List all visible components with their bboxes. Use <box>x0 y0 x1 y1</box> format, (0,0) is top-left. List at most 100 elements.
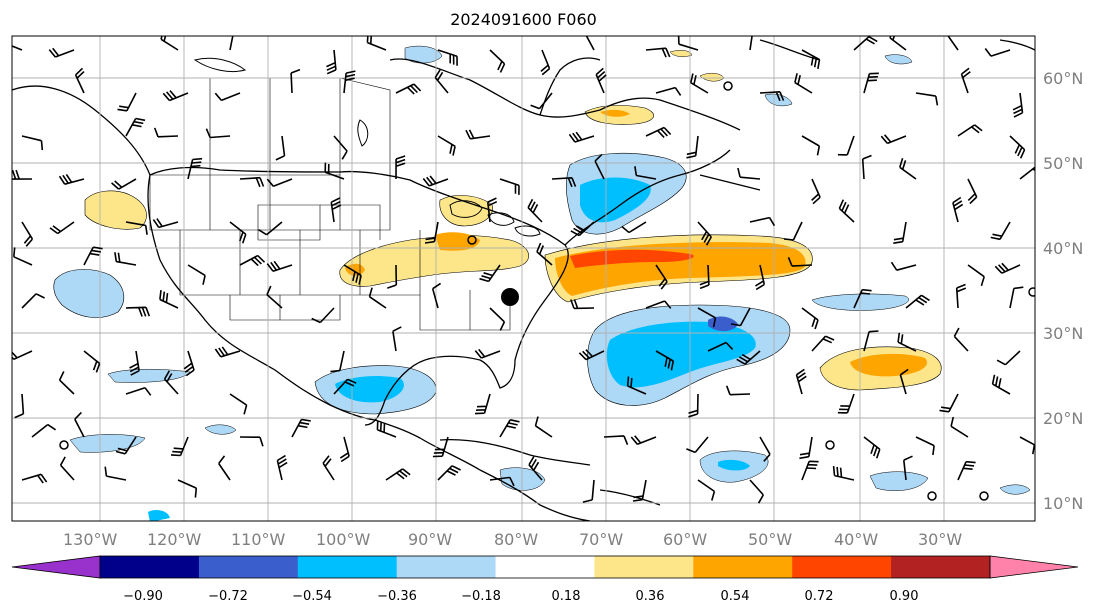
wind-barb <box>551 177 577 188</box>
wind-barb <box>115 436 137 455</box>
wind-barb <box>594 153 605 180</box>
wind-barb <box>229 36 234 51</box>
wind-barb <box>153 127 179 138</box>
wind-barb <box>333 378 357 395</box>
graticule <box>12 36 1035 521</box>
colorbar-segment <box>891 556 991 578</box>
wind-barb <box>229 393 248 415</box>
wind-barb <box>899 368 909 395</box>
lat-label-10n: 10°N <box>1043 494 1083 513</box>
wind-barb <box>311 307 335 324</box>
wind-barb <box>1009 135 1026 159</box>
wind-barb <box>177 479 198 498</box>
wind-barb <box>960 67 971 94</box>
wind-barb <box>385 468 411 481</box>
wind-barb <box>258 221 283 236</box>
wind-barb <box>585 36 595 51</box>
wind-barb <box>324 162 345 180</box>
colorbar-label: −0.90 <box>123 589 163 604</box>
wind-barb <box>863 436 881 459</box>
wind-barb <box>853 288 872 309</box>
lon-label-60w: 60°W <box>663 530 707 549</box>
colorbar-segment <box>100 556 200 578</box>
wind-barb <box>897 332 917 352</box>
wind-barb <box>83 350 101 373</box>
wind-barb <box>239 436 264 447</box>
wind-barb <box>863 72 879 94</box>
colorbar-label: 0.72 <box>805 589 834 604</box>
wind-barb <box>117 92 137 112</box>
wind-barb <box>953 327 969 352</box>
wind-barb <box>853 36 878 51</box>
wind-barb <box>990 221 1011 241</box>
wind-barb <box>160 36 179 51</box>
wind-barb <box>21 293 45 309</box>
wind-barb <box>326 49 337 75</box>
map-frame <box>11 35 1036 522</box>
wind-barb <box>487 197 498 223</box>
wind-barb <box>159 290 179 309</box>
wind-barb <box>49 221 75 235</box>
colorbar-label: −0.72 <box>208 589 248 604</box>
wind-barb <box>330 350 345 373</box>
wind-barb <box>14 393 25 419</box>
wind-barb <box>603 435 629 445</box>
lat-label-40n: 40°N <box>1043 239 1083 258</box>
wind-barb <box>915 92 939 106</box>
wind-barb <box>229 221 247 244</box>
wind-barb <box>984 48 1011 57</box>
wind-barb <box>322 455 335 481</box>
colorbar-label: 0.18 <box>552 589 581 604</box>
wind-barb <box>799 436 813 460</box>
wind-barb <box>570 221 595 237</box>
colorbar-segment <box>594 556 694 578</box>
colorbar-segment <box>495 556 595 578</box>
wind-barb <box>749 216 776 227</box>
wind-barb <box>163 370 179 395</box>
wind-barb <box>899 158 917 180</box>
wind-barb <box>645 47 671 58</box>
wind-barb <box>489 49 506 73</box>
wind-barb <box>83 246 103 266</box>
wind-barb <box>333 135 348 160</box>
wind-barb <box>59 456 75 481</box>
wind-barb <box>343 264 362 285</box>
wind-barb <box>162 90 189 102</box>
wind-barb <box>48 47 75 58</box>
wind-barb <box>392 326 402 352</box>
lon-label-50w: 50°W <box>748 530 792 549</box>
lon-label-40w: 40°W <box>834 530 878 549</box>
colorbar-segment <box>198 556 299 578</box>
wind-barb <box>582 479 595 503</box>
wind-barb <box>749 36 753 51</box>
wind-barb <box>967 178 978 205</box>
colorbar-extend-high <box>989 555 1079 579</box>
wind-barb <box>499 178 520 195</box>
wind-barb <box>811 178 821 205</box>
wind-barb <box>431 282 442 309</box>
wind-barb <box>152 218 179 229</box>
wind-barb <box>655 86 682 96</box>
wind-barb <box>437 135 456 156</box>
wind-barb <box>205 128 231 139</box>
wind-barb <box>12 169 33 180</box>
wind-barb <box>58 173 85 185</box>
wind-barb <box>114 252 137 266</box>
wind-barb <box>330 197 342 223</box>
wind-barb <box>832 466 855 481</box>
wind-barb <box>214 346 241 358</box>
wind-barb <box>74 67 85 94</box>
wind-barb <box>632 479 647 502</box>
wind-barb <box>21 135 44 151</box>
wind-barb <box>489 307 506 331</box>
wind-barb <box>655 264 668 290</box>
wind-barb <box>737 167 761 180</box>
wind-barb <box>903 455 913 481</box>
wind-barbs <box>12 36 1035 504</box>
wind-barb <box>12 45 23 51</box>
wind-barb <box>291 418 311 438</box>
wind-barb <box>12 350 33 361</box>
colorbar-label: 0.90 <box>890 589 919 604</box>
wind-barb <box>794 73 813 94</box>
wind-barb <box>1009 286 1024 309</box>
